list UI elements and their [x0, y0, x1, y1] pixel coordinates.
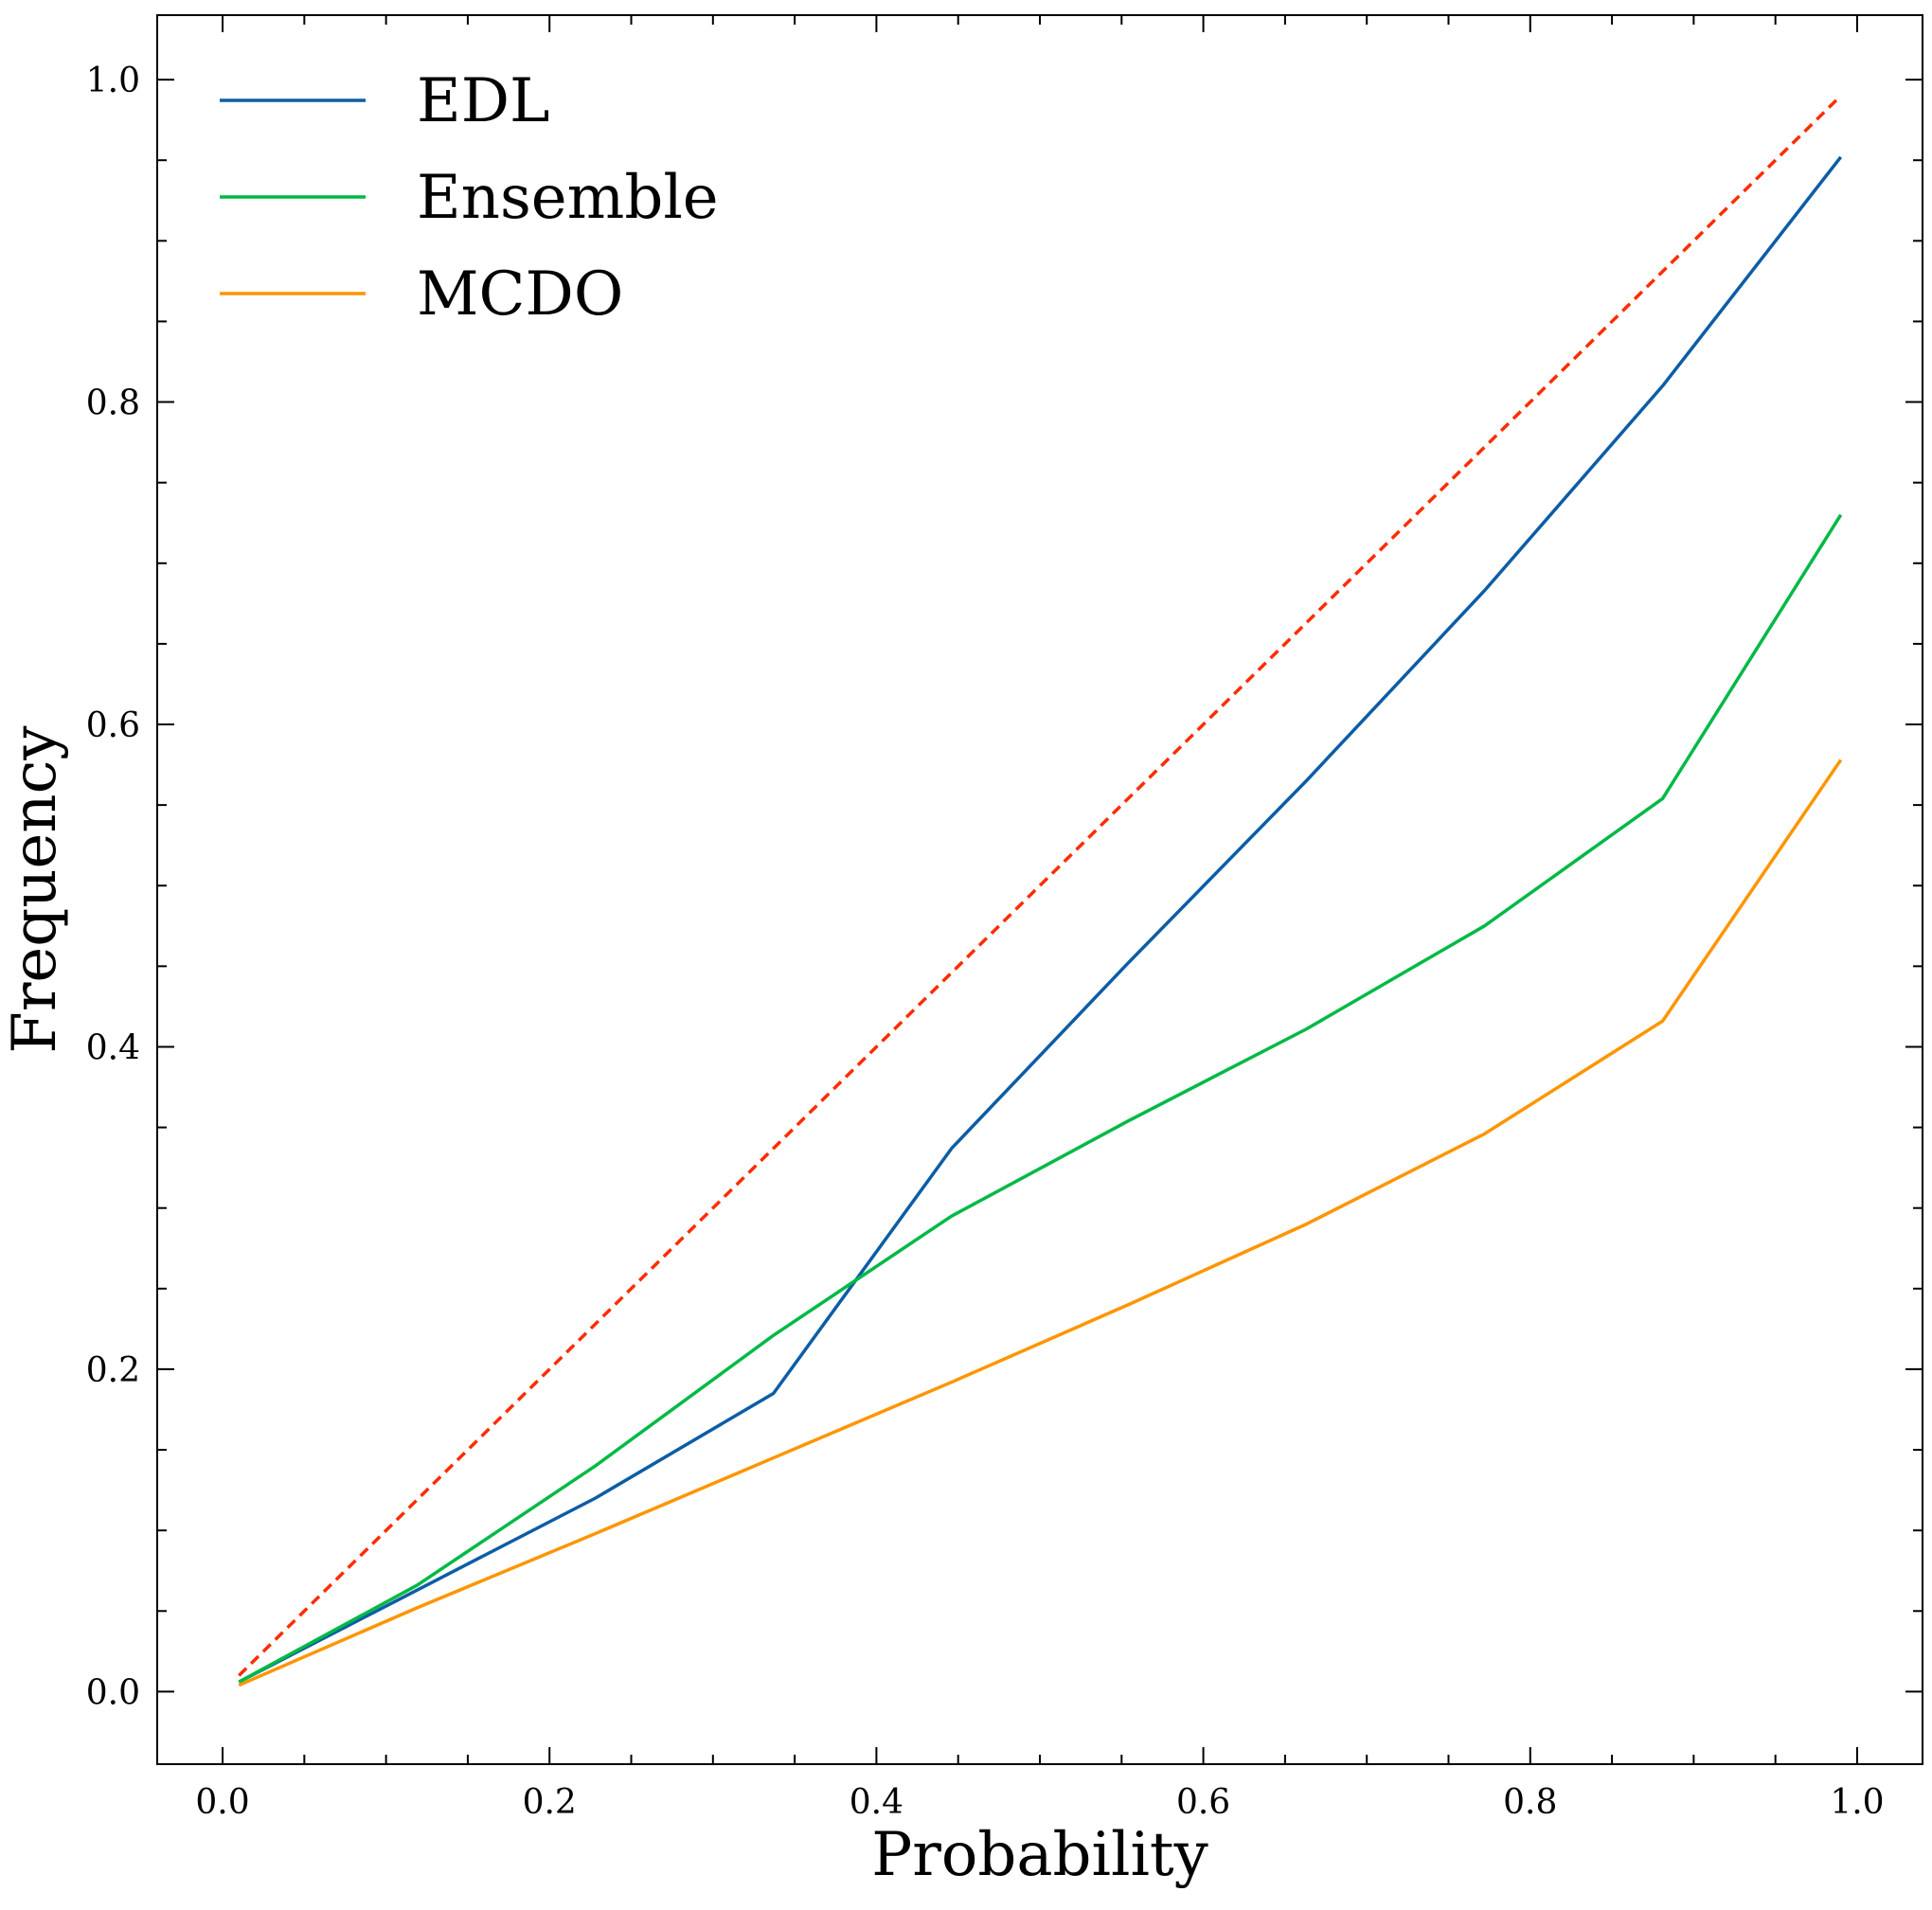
labels-layer: 0.0 0.2 0.4 0.6 0.8 1.0 0.0 0.2 0.4 0.6 0.8 1.0 Prob… [0, 62, 1885, 1890]
y-axis-label: Frequency [0, 725, 70, 1053]
x-tick-label: 1.0 [1830, 1783, 1884, 1822]
y-tick-label: 1.0 [86, 62, 140, 100]
x-tick-label: 0.2 [523, 1783, 577, 1822]
y-tick-label: 0.2 [86, 1351, 140, 1390]
y-tick-label: 0.6 [86, 706, 140, 745]
series-line-edl [238, 155, 1843, 1684]
legend-label-edl: EDL [417, 66, 550, 136]
x-axis-label: Probability [871, 1820, 1208, 1890]
plot-frame [156, 14, 1923, 1765]
y-tick-label: 0.4 [86, 1028, 140, 1067]
y-tick-label: 0.8 [86, 384, 140, 423]
lines-layer [238, 94, 1843, 1687]
x-tick-label: 0.4 [850, 1783, 903, 1822]
ticks-layer [157, 15, 1923, 1764]
legend-label-ensemble: Ensemble [417, 163, 719, 233]
series-line-mcdo [238, 759, 1843, 1687]
y-tick-label: 0.0 [86, 1673, 140, 1712]
x-tick-label: 0.6 [1176, 1783, 1230, 1822]
legend-label-mcdo: MCDO [417, 259, 623, 330]
x-tick-label: 0.0 [195, 1783, 249, 1822]
x-tick-label: 0.8 [1503, 1783, 1557, 1822]
series-line-ensemble [238, 513, 1843, 1684]
legend: EDL Ensemble MCDO [220, 66, 719, 330]
